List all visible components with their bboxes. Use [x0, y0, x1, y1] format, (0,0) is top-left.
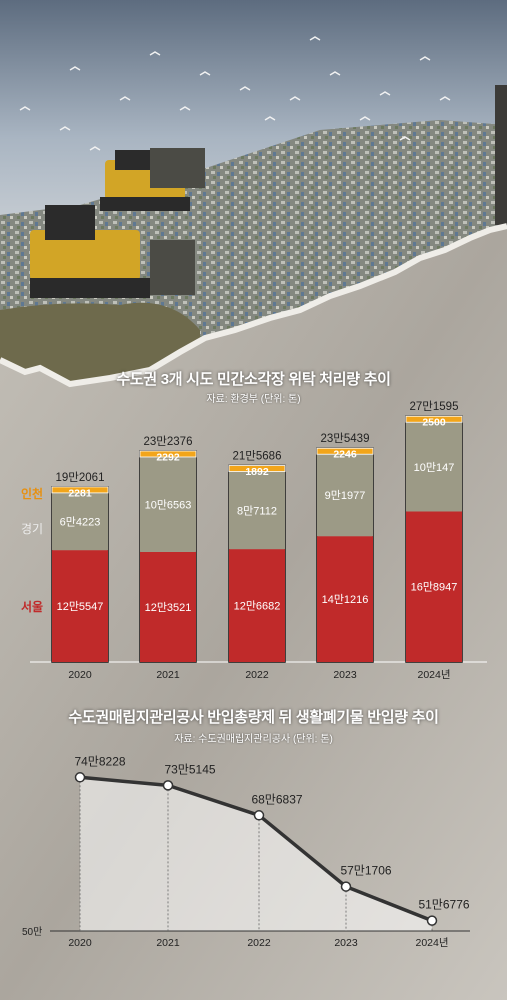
gulls [19, 36, 451, 151]
bar-incheon [316, 447, 374, 455]
point-label: 51만6776 [418, 898, 469, 912]
landfill-photo [0, 0, 507, 400]
x-tick-label: 2023 [334, 937, 358, 949]
bar-gyeonggi [317, 454, 373, 537]
bar-gyeonggi [52, 492, 108, 551]
x-tick-label: 2020 [68, 669, 92, 681]
legend-incheon: 인천 [21, 486, 43, 501]
data-point [162, 780, 174, 791]
bar-incheon [228, 465, 286, 472]
y-baseline-label: 50만 [22, 926, 42, 938]
chart2-title: 수도권매립지관리공사 반입총량제 뒤 생활폐기물 반입량 추이 [68, 709, 439, 726]
point-label: 73만5145 [164, 762, 215, 776]
bar-incheon [139, 450, 197, 458]
bar-seoul [406, 511, 462, 662]
bar-seoul [229, 549, 285, 662]
x-tick-label: 2022 [247, 937, 271, 949]
label-total: 27만1595 [410, 400, 459, 413]
label-gyeonggi: 10만147 [414, 461, 455, 474]
data-point [426, 915, 438, 926]
bulldozer-2 [100, 148, 205, 211]
label-incheon: 2292 [156, 451, 180, 463]
label-gyeonggi: 9만1977 [325, 489, 366, 502]
x-tick-label: 2021 [156, 937, 180, 949]
x-tick-label: 2023 [333, 669, 357, 681]
label-total: 21만5686 [233, 450, 282, 463]
label-seoul: 12만6682 [234, 600, 281, 613]
line-chart: 50만 74만8228 2020 73만5145 2021 68만6837 2022 57만1… [22, 754, 470, 949]
x-tick-label: 2024년 [417, 669, 450, 681]
bar-seoul [317, 536, 373, 662]
label-incheon: 1892 [245, 466, 269, 478]
data-point [340, 881, 352, 892]
label-incheon: 2500 [422, 417, 446, 429]
label-incheon: 2246 [333, 449, 357, 461]
label-seoul: 12만3521 [145, 601, 192, 614]
bar-incheon [51, 486, 109, 494]
data-point [253, 810, 265, 821]
label-seoul: 14만1216 [322, 593, 369, 606]
label-total: 19만2061 [56, 471, 105, 484]
bar-seoul [140, 551, 196, 662]
label-seoul: 16만8947 [411, 581, 458, 594]
chart2-source: 자료: 수도권매립지관리공사 (단위: 톤) [174, 734, 333, 745]
x-tick-label: 2024년 [415, 937, 448, 949]
label-gyeonggi: 10만6563 [145, 498, 192, 511]
bar-gyeonggi [229, 471, 285, 550]
point-label: 74만8228 [74, 754, 125, 768]
line-area [80, 777, 432, 931]
bar-incheon [405, 415, 463, 423]
x-tick-label: 2020 [68, 937, 92, 949]
data-point [74, 772, 86, 783]
bar-gyeonggi [406, 422, 462, 512]
legend-seoul: 서울 [21, 599, 43, 614]
label-gyeonggi: 6만4223 [60, 516, 101, 529]
label-seoul: 12만5547 [57, 600, 104, 613]
chart1-source: 자료: 환경부 (단위: 톤) [206, 394, 301, 405]
legend-gyeonggi: 경기 [21, 522, 43, 536]
point-label: 57만1706 [340, 864, 391, 878]
bar-seoul [52, 550, 108, 662]
label-total: 23만2376 [144, 435, 193, 448]
chart1-title: 수도권 3개 시도 민간소각장 위탁 처리량 추이 [116, 371, 391, 388]
label-total: 23만5439 [321, 432, 370, 445]
label-gyeonggi: 8만7112 [237, 504, 277, 517]
point-label: 68만6837 [251, 792, 302, 806]
bar-gyeonggi [140, 456, 196, 552]
x-tick-label: 2022 [245, 669, 269, 681]
stacked-bar-chart: 12만5547 6만4223 2281 19만2061 2020 12만3521 10만65… [21, 400, 487, 681]
label-incheon: 2281 [68, 487, 92, 499]
x-tick-label: 2021 [156, 669, 180, 681]
